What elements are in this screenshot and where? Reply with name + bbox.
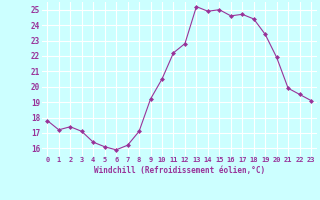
X-axis label: Windchill (Refroidissement éolien,°C): Windchill (Refroidissement éolien,°C): [94, 166, 265, 175]
